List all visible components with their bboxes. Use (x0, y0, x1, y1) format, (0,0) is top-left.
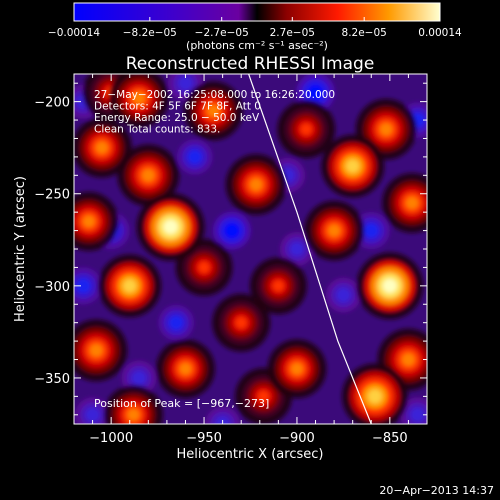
negative-blob (400, 397, 427, 424)
colorbar-tick-label: −0.00014 (48, 27, 101, 39)
blob-core (163, 219, 178, 235)
blob-core (363, 223, 379, 239)
blob-core (290, 362, 303, 375)
heatmap (74, 74, 427, 424)
emission-blob (267, 339, 327, 399)
y-axis: −200 −250 −300 −350 (34, 82, 427, 416)
blob-core (379, 122, 393, 136)
colorbar-ticks: −0.00014 −8.2e−05 −2.7e−05 2.7e−05 8.2e−05 0.… (48, 17, 462, 39)
x-axis: −1000 −950 −900 −850 (89, 74, 409, 446)
blob-core (336, 288, 351, 303)
blob-core (169, 315, 184, 330)
blob-core (127, 408, 140, 421)
solar-limb-curve (248, 74, 372, 424)
blob-core (327, 224, 341, 237)
emission-blob (155, 339, 215, 399)
negative-blob (176, 139, 213, 175)
y-tick-label: −350 (34, 372, 70, 387)
x-tick-label: −850 (372, 431, 408, 446)
y-tick-label: −250 (34, 188, 70, 203)
y-axis-label: Heliocentric Y (arcsec) (13, 176, 28, 322)
emission-blob (103, 385, 163, 424)
emission-blob (136, 192, 205, 261)
emission-blob (321, 134, 385, 198)
negative-blob (325, 277, 361, 313)
blob-core (235, 316, 248, 329)
emission-blob (98, 254, 162, 318)
blob-core (123, 279, 137, 293)
emission-blob (341, 363, 408, 424)
negative-blob (74, 267, 102, 305)
y-tick-label: −300 (34, 280, 70, 295)
blob-core (367, 389, 382, 404)
chart-title: Reconstructed RHESSI Image (126, 54, 375, 74)
emission-blob (74, 191, 119, 251)
blob-core (207, 104, 220, 117)
annotation-line: Detectors: 4F 5F 6F 7F 8F, Att 0 (94, 101, 261, 113)
emission-blob (212, 293, 271, 352)
blob-core (75, 278, 91, 294)
colorbar-tick-label: 8.2e−05 (342, 27, 387, 39)
negative-blob (212, 211, 251, 250)
emission-blob (183, 81, 243, 141)
blob-core (85, 407, 100, 422)
colorbar-units: (photons cm⁻² s⁻¹ asec⁻²) (186, 39, 328, 52)
blob-core (272, 280, 285, 292)
negative-blob (158, 304, 194, 341)
colorbar-tick-label: 2.7e−05 (270, 27, 315, 39)
annotation-line: Energy Range: 25.0 − 50.0 keV (94, 112, 260, 124)
blob-core (410, 407, 425, 422)
emission-blob (277, 100, 336, 159)
blob-core (307, 84, 324, 101)
peak-position-label: Position of Peak = [−967,−273] (94, 397, 269, 410)
emission-blob (304, 200, 365, 261)
blob-core (82, 215, 95, 228)
blob-core (257, 390, 270, 403)
blob-core (290, 242, 304, 256)
emission-blob (249, 257, 307, 315)
blob-core (249, 178, 263, 191)
blob-core (89, 343, 103, 357)
blob-core (198, 261, 210, 274)
annotation-line: 27−May−2002 16:25:08.000 to 16:26:20.000 (94, 89, 335, 101)
emission-blob (382, 172, 427, 233)
emission-blob (74, 319, 128, 382)
blob-core (132, 91, 146, 105)
annotation-block: 27−May−2002 16:25:08.000 to 16:26:20.000… (94, 89, 335, 136)
x-tick-label: −1000 (89, 431, 133, 446)
blob-core (132, 370, 146, 385)
negative-blob (75, 397, 110, 424)
blob-core (178, 76, 193, 91)
blob-core (179, 362, 192, 375)
emission-blob (225, 154, 287, 216)
colorbar-tick-label: −8.2e−05 (123, 27, 177, 39)
emission-blob (109, 74, 170, 128)
colorbar-tick-label: 0.00014 (418, 27, 462, 39)
blob-core (224, 222, 240, 239)
x-tick-label: −900 (279, 431, 315, 446)
colorbar-tick-label: −2.7e−05 (195, 27, 249, 39)
annotation-line: Clean Total counts: 833. (94, 124, 220, 136)
x-tick-label: −950 (186, 431, 222, 446)
blob-core (95, 141, 109, 154)
y-tick-label: −200 (34, 96, 70, 111)
blob-core (141, 168, 155, 182)
blob-core (382, 278, 397, 293)
colorbar (73, 2, 441, 22)
blob-core (187, 149, 202, 165)
blob-core (300, 123, 313, 136)
blob-core (405, 196, 419, 210)
emission-blob (74, 117, 132, 178)
emission-blob (117, 144, 180, 207)
blob-core (346, 159, 360, 173)
x-axis-label: Heliocentric X (arcsec) (177, 447, 324, 462)
emission-blob (356, 252, 424, 320)
timestamp: 20−Apr−2013 14:37 (379, 484, 494, 497)
blob-core (401, 353, 415, 366)
